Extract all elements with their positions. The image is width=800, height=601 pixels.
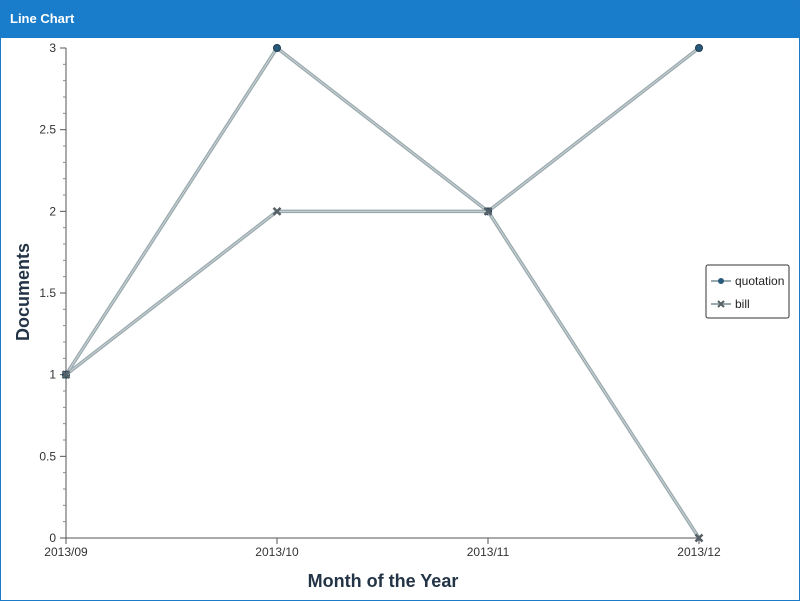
y-axis: 0 0.5 1 1.5 2 2.5 3: [39, 41, 67, 545]
series-line-highlight: [65, 210, 700, 539]
x-axis-title: Month of the Year: [308, 571, 459, 591]
data-point: [695, 44, 703, 52]
window-titlebar: Line Chart: [1, 1, 799, 38]
legend-item-quotation: quotation: [711, 274, 784, 288]
legend-marker: [718, 278, 724, 284]
data-point: [273, 44, 281, 52]
x-tick-label: 2013/10: [255, 545, 299, 559]
legend-marker: [717, 300, 725, 308]
data-point: [272, 206, 282, 216]
x-axis: 2013/09 2013/10 2013/11 2013/12: [44, 537, 721, 559]
legend-label: quotation: [735, 274, 784, 288]
data-point: [483, 206, 493, 216]
legend-label: bill: [735, 297, 750, 311]
x-tick-label: 2013/11: [467, 545, 510, 559]
series-line: [64, 209, 701, 539]
series-layer: [61, 44, 704, 543]
y-tick-label: 1.5: [39, 286, 56, 300]
y-tick-label: 0.5: [39, 449, 56, 463]
legend: quotation bill: [705, 264, 790, 319]
data-point: [61, 370, 71, 380]
y-tick-label: 3: [49, 41, 56, 55]
y-axis-title: Documents: [13, 243, 33, 341]
data-point: [694, 533, 704, 543]
x-tick-label: 2013/12: [677, 545, 721, 559]
series-bill: [61, 206, 704, 543]
window-title: Line Chart: [10, 11, 75, 26]
series-line-highlight: [65, 47, 700, 375]
y-tick-label: 2: [49, 204, 56, 218]
y-tick-label: 2.5: [39, 123, 56, 137]
y-tick-label: 0: [49, 531, 56, 545]
y-tick-label: 1: [49, 368, 56, 382]
x-tick-label: 2013/09: [44, 545, 88, 559]
legend-item-bill: bill: [711, 297, 750, 311]
